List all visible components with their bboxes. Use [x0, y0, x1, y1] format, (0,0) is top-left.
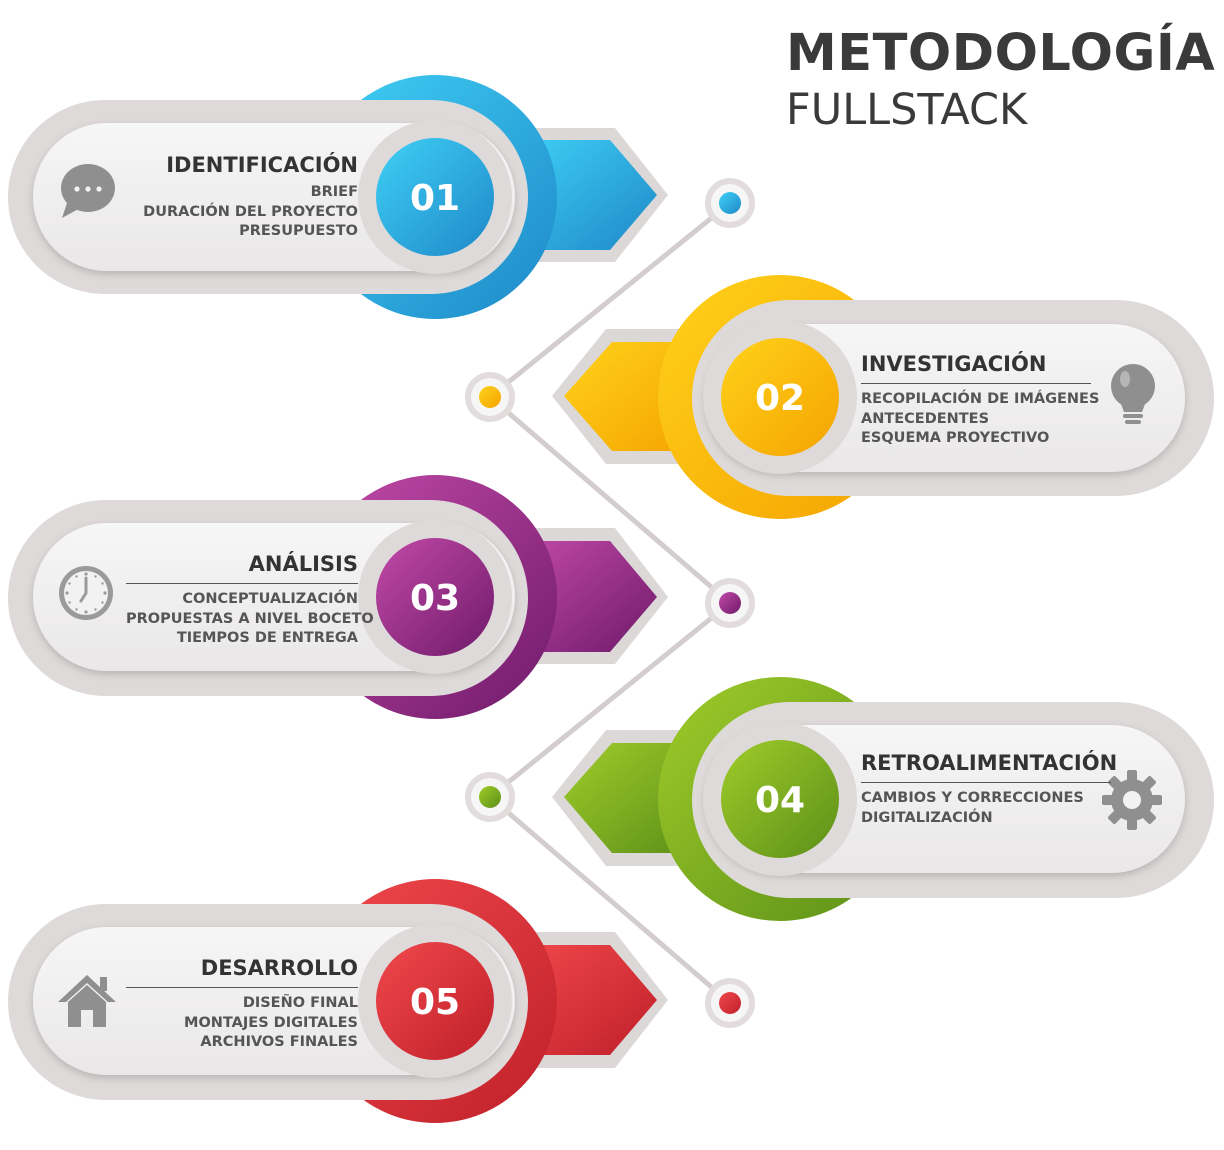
- step-card-04: 04: [552, 677, 1214, 921]
- node-dot-04: [465, 772, 515, 822]
- step-item: CAMBIOS Y CORRECCIONES: [861, 790, 1084, 807]
- page-title: METODOLOGÍA FULLSTACK: [786, 28, 1222, 132]
- step-card-01: 01: [8, 75, 668, 319]
- step-number-03: 03: [410, 578, 460, 619]
- step-divider-04: [861, 782, 1111, 784]
- step-item: PROPUESTAS A NIVEL BOCETO: [126, 610, 374, 627]
- node-dot-02: [465, 372, 515, 422]
- lightbulb-icon: [1111, 364, 1155, 424]
- step-divider-05: [126, 987, 358, 989]
- chat-bubble-icon: [61, 164, 115, 218]
- node-dot-03: [705, 578, 755, 628]
- step-item: BRIEF: [310, 184, 358, 201]
- step-text-04: RETROALIMENTACIÓN CAMBIOS Y CORRECCIONES…: [861, 751, 1118, 828]
- step-item: RECOPILACIÓN DE IMÁGENES: [861, 391, 1100, 408]
- step-item: PRESUPUESTO: [239, 223, 358, 240]
- step-title-02: INVESTIGACIÓN: [861, 352, 1047, 376]
- step-title-03: ANÁLISIS: [248, 552, 358, 576]
- step-item: DISEÑO FINAL: [242, 995, 358, 1012]
- title-main: METODOLOGÍA: [786, 24, 1216, 83]
- step-divider-03: [126, 583, 358, 585]
- step-item: DURACIÓN DEL PROYECTO: [143, 203, 358, 220]
- step-number-01: 01: [410, 178, 460, 219]
- title-sub: FULLSTACK: [786, 85, 1028, 135]
- node-dot-05: [705, 978, 755, 1028]
- step-divider-01: [143, 180, 358, 181]
- house-icon: [58, 975, 116, 1027]
- step-item: TIEMPOS DE ENTREGA: [176, 630, 358, 647]
- step-number-05: 05: [410, 982, 460, 1023]
- step-item: ANTECEDENTES: [861, 410, 990, 427]
- step-text-02: INVESTIGACIÓN RECOPILACIÓN DE IMÁGENES A…: [861, 352, 1100, 449]
- step-number-02: 02: [755, 378, 805, 419]
- connector-lines: [487, 200, 733, 1006]
- step-title-04: RETROALIMENTACIÓN: [861, 751, 1118, 775]
- clock-icon: [59, 566, 113, 620]
- gear-icon: [1102, 770, 1162, 830]
- step-title-05: DESARROLLO: [200, 956, 358, 980]
- step-card-05: 05: [8, 879, 668, 1123]
- step-title-01: IDENTIFICACIÓN: [166, 153, 358, 177]
- step-item: ESQUEMA PROYECTIVO: [861, 430, 1050, 447]
- step-item: DIGITALIZACIÓN: [861, 809, 993, 826]
- step-card-03: 03: [8, 475, 668, 719]
- step-item: MONTAJES DIGITALES: [184, 1014, 358, 1031]
- step-item: CONCEPTUALIZACIÓN: [182, 591, 358, 608]
- step-number-04: 04: [755, 780, 805, 821]
- node-dot-01: [705, 178, 755, 228]
- step-text-05: DESARROLLO DISEÑO FINAL MONTAJES DIGITAL…: [126, 956, 358, 1053]
- step-text-01: IDENTIFICACIÓN BRIEF DURACIÓN DEL PROYEC…: [143, 153, 358, 242]
- step-card-02: 02: [552, 275, 1214, 519]
- step-text-03: ANÁLISIS CONCEPTUALIZACIÓN PROPUESTAS A …: [126, 552, 374, 649]
- step-item: ARCHIVOS FINALES: [200, 1034, 358, 1051]
- step-divider-02: [861, 383, 1091, 385]
